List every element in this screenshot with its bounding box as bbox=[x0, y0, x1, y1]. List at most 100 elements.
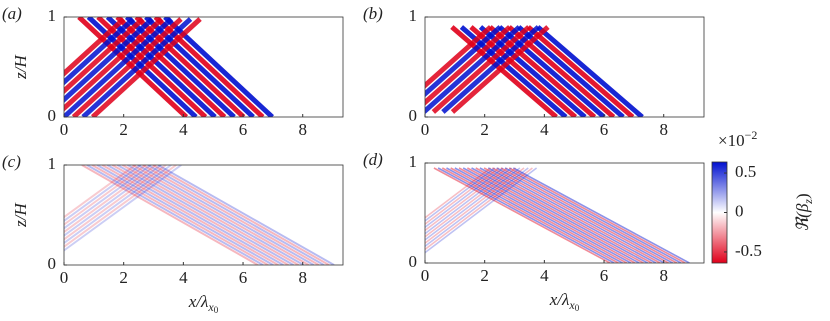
label-sub: z bbox=[801, 199, 815, 205]
wave-stripe bbox=[437, 167, 615, 263]
wave-stripe bbox=[425, 167, 500, 226]
wave-stripe bbox=[64, 165, 147, 226]
x-axis-label: x/λx0 bbox=[188, 292, 219, 315]
wave-stripe bbox=[479, 167, 657, 263]
y-axis-label: z/H bbox=[11, 201, 30, 227]
y-tick-label: 1 bbox=[48, 6, 57, 25]
wave-stripe bbox=[137, 165, 315, 265]
y-tick-label: 1 bbox=[409, 152, 418, 171]
x-tick-label: 2 bbox=[119, 268, 128, 287]
x-axis-label: x/λx0 bbox=[549, 290, 580, 313]
x-tick-label: 0 bbox=[60, 120, 69, 139]
x-tick-label: 2 bbox=[480, 266, 489, 285]
wave-stripe bbox=[508, 167, 686, 263]
wave-stripe bbox=[446, 167, 623, 263]
wave-stripe bbox=[90, 17, 202, 117]
wave-stripe bbox=[425, 167, 513, 235]
wave-stripe bbox=[152, 165, 330, 265]
wave-stripe bbox=[132, 165, 310, 265]
wave-stripe bbox=[492, 167, 669, 263]
colorbar-label: ℜ(βz) bbox=[793, 193, 815, 231]
colorbar-tick-label: 0 bbox=[735, 201, 744, 220]
x-axis-label-subsub: 0 bbox=[214, 305, 219, 315]
wave-stripe bbox=[81, 165, 259, 265]
x-tick-label: 0 bbox=[421, 266, 430, 285]
x-axis-label-main: x/λ bbox=[549, 290, 570, 309]
colorbar-tick-label: -0.5 bbox=[735, 241, 762, 260]
colorbar-tick-label: 0.5 bbox=[735, 162, 756, 181]
x-tick-label: 0 bbox=[421, 120, 430, 139]
wave-stripe bbox=[497, 25, 606, 117]
wave-stripe bbox=[116, 165, 294, 265]
wave-stripe bbox=[111, 165, 289, 265]
wave-stripe bbox=[91, 165, 269, 265]
y-tick-label: 0 bbox=[409, 252, 418, 271]
wave-stripe bbox=[425, 167, 533, 251]
wave-stripe bbox=[425, 25, 521, 114]
wave-stripe bbox=[425, 167, 492, 219]
field-image bbox=[64, 165, 335, 265]
y-tick-label: 0 bbox=[48, 106, 57, 125]
axes-box bbox=[424, 162, 705, 264]
wave-stripe bbox=[425, 25, 512, 106]
wave-stripe bbox=[425, 25, 502, 98]
wave-stripe bbox=[507, 25, 616, 117]
wave-stripe bbox=[71, 17, 183, 117]
wave-stripe bbox=[147, 165, 325, 265]
wave-stripe bbox=[471, 167, 648, 263]
x-axis-label-subsub: 0 bbox=[575, 303, 580, 313]
wave-stripe bbox=[425, 167, 521, 241]
wave-stripe bbox=[466, 167, 644, 263]
wave-stripe bbox=[433, 167, 611, 263]
wave-stripe bbox=[81, 17, 193, 117]
wave-stripe bbox=[483, 167, 661, 263]
multiplier-base: ×10 bbox=[718, 131, 745, 150]
wave-stripe bbox=[64, 17, 126, 77]
x-tick-label: 4 bbox=[179, 268, 188, 287]
label-main: ℜ(β bbox=[793, 203, 812, 231]
x-tick-label: 4 bbox=[540, 266, 549, 285]
wave-stripe bbox=[425, 167, 508, 232]
axes-box bbox=[424, 16, 705, 118]
panel-label: (a) bbox=[2, 4, 22, 23]
y-tick-label: 0 bbox=[409, 106, 418, 125]
wave-stripe bbox=[450, 25, 558, 117]
wave-stripe bbox=[127, 165, 305, 265]
wave-stripe bbox=[459, 25, 568, 117]
x-tick-label: 2 bbox=[480, 120, 489, 139]
label-close: ) bbox=[793, 193, 812, 199]
wave-stripe bbox=[64, 165, 142, 223]
wave-stripe bbox=[64, 165, 152, 230]
wave-stripe bbox=[425, 167, 504, 229]
wave-stripe bbox=[458, 167, 636, 263]
x-tick-label: 2 bbox=[119, 120, 128, 139]
wave-stripe bbox=[496, 167, 674, 263]
wave-stripe bbox=[64, 17, 174, 117]
x-axis-label-sub: x bbox=[568, 298, 575, 312]
wave-stripe bbox=[454, 167, 632, 263]
panel-label: (b) bbox=[363, 4, 383, 23]
wave-stripe bbox=[64, 17, 155, 103]
wave-stripe bbox=[64, 165, 177, 248]
wave-stripe bbox=[64, 165, 137, 219]
x-tick-label: 0 bbox=[60, 268, 69, 287]
x-tick-label: 6 bbox=[239, 268, 248, 287]
wave-stripe bbox=[101, 165, 279, 265]
wave-stripe bbox=[462, 167, 640, 263]
wave-stripe bbox=[64, 17, 164, 112]
wave-stripe bbox=[157, 165, 335, 265]
y-tick-label: 0 bbox=[48, 254, 57, 273]
wave-stripe bbox=[512, 167, 690, 263]
wave-stripe bbox=[425, 167, 496, 222]
field-image bbox=[64, 17, 274, 117]
x-tick-label: 4 bbox=[179, 120, 188, 139]
wave-stripe bbox=[64, 165, 157, 234]
axes-box bbox=[63, 16, 344, 118]
wave-stripe bbox=[425, 167, 525, 245]
panel-label: (c) bbox=[2, 152, 21, 171]
wave-stripe bbox=[487, 167, 665, 263]
wave-stripe bbox=[425, 25, 493, 89]
wave-stripe bbox=[64, 165, 167, 241]
x-tick-label: 8 bbox=[659, 120, 668, 139]
